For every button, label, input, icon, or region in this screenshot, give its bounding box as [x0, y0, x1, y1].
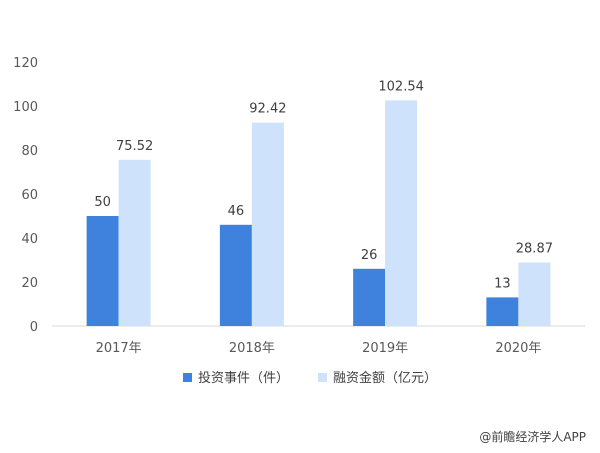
data-label: 75.52	[116, 139, 153, 154]
bar-series-1-2	[219, 224, 252, 326]
x-tick-label: 2017年	[96, 341, 142, 356]
y-tick-label: 120	[13, 56, 38, 71]
x-tick-label: 2018年	[229, 341, 275, 356]
y-tick-label: 20	[21, 276, 38, 291]
y-tick-label: 100	[13, 100, 38, 115]
legend-label: 融资金额（亿元）	[333, 370, 437, 386]
data-label: 46	[228, 204, 245, 219]
legend-swatch	[183, 373, 192, 382]
bar-series-1-3	[353, 268, 386, 326]
x-tick-label: 2019年	[362, 341, 408, 356]
bar-series-1-4	[486, 297, 519, 326]
legend-label: 投资事件（件）	[198, 370, 289, 386]
bar-series-2-2	[251, 122, 284, 327]
data-label: 92.42	[249, 102, 286, 117]
source-credit: @前瞻经济学人APP	[479, 430, 586, 444]
data-label: 102.54	[378, 79, 424, 94]
x-tick-label: 2020年	[495, 341, 541, 356]
legend: 投资事件（件） 融资金额（亿元）	[183, 370, 437, 386]
data-label: 13	[494, 276, 511, 291]
y-tick-label: 60	[21, 188, 38, 203]
bar-series-2-1	[118, 159, 151, 326]
data-label: 26	[361, 248, 378, 263]
data-label: 28.87	[516, 241, 553, 256]
y-axis: 0 20 40 60 80 100 120	[13, 56, 38, 335]
y-tick-label: 0	[30, 320, 38, 335]
bars	[86, 100, 551, 327]
data-label: 50	[94, 195, 111, 210]
bar-series-2-3	[385, 100, 418, 326]
y-tick-label: 80	[21, 144, 38, 159]
bar-series-2-4	[518, 262, 551, 326]
bar-series-1-1	[86, 216, 119, 326]
data-labels: 50 75.52 46 92.42 26 102.54 13 28.87	[94, 79, 553, 291]
legend-swatch	[318, 373, 327, 382]
x-axis: 2017年 2018年 2019年 2020年	[96, 341, 542, 356]
y-tick-label: 40	[21, 232, 38, 247]
